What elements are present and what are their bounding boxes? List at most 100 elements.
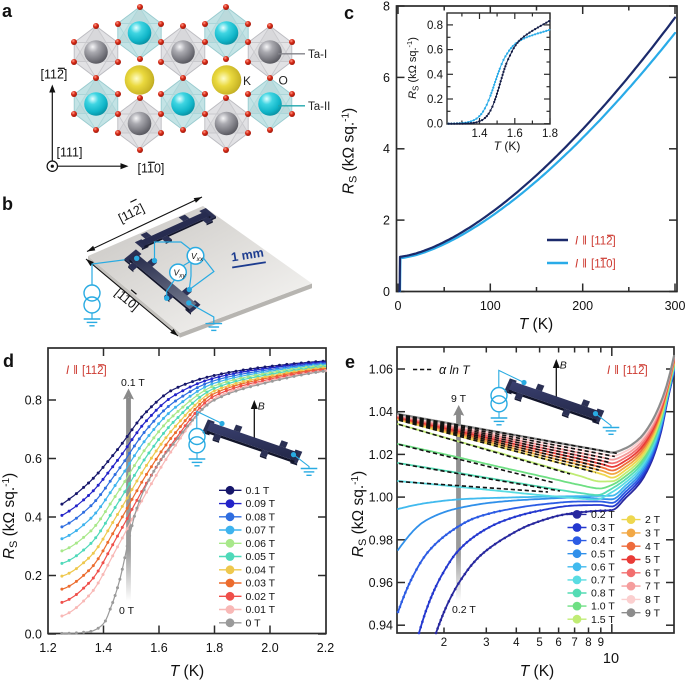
svg-text:0.05 T: 0.05 T [246,551,276,563]
svg-text:0.8: 0.8 [25,394,42,408]
svg-text:1.8: 1.8 [206,641,223,655]
svg-text:9 T: 9 T [451,393,467,405]
svg-text:0.4: 0.4 [25,511,42,525]
svg-text:10: 10 [603,651,619,667]
svg-text:T (K): T (K) [519,316,553,333]
svg-text:0.2 T: 0.2 T [591,509,615,521]
svg-text:0.0: 0.0 [427,119,443,131]
svg-text:0.4 T: 0.4 T [591,535,615,547]
svg-text:1.2: 1.2 [39,641,56,655]
svg-text:T (K): T (K) [520,663,554,680]
svg-text:0.5 T: 0.5 T [591,548,615,560]
svg-text:7 T: 7 T [645,581,661,593]
svg-text:0.04 T: 0.04 T [246,564,276,576]
svg-text:1.6: 1.6 [150,641,167,655]
svg-text:O: O [279,74,288,88]
svg-text:100: 100 [480,299,501,313]
svg-text:d: d [3,351,14,371]
svg-text:RS (kΩ sq.-1): RS (kΩ sq.-1) [1,473,20,559]
svg-text:0.8 T: 0.8 T [591,588,615,600]
svg-text:0.4: 0.4 [427,69,444,81]
svg-text:[111]: [111] [57,146,83,160]
svg-text:9 T: 9 T [645,607,661,619]
svg-text:1.00: 1.00 [369,491,393,505]
svg-text:0.08 T: 0.08 T [246,511,276,523]
svg-text:2 T: 2 T [645,514,661,526]
svg-text:1.8: 1.8 [542,128,558,140]
svg-text:9: 9 [598,637,604,649]
svg-text:K: K [243,74,251,88]
svg-text:I‖[110]: I ‖ [110] [575,259,616,271]
svg-text:0.2: 0.2 [427,94,443,106]
svg-text:b: b [2,194,13,214]
svg-text:I‖[112]: I ‖ [112] [575,236,616,248]
svg-text:0.2 T: 0.2 T [452,604,476,616]
svg-text:4: 4 [383,142,390,156]
svg-text:6: 6 [383,71,390,85]
svg-text:0.96: 0.96 [369,576,393,590]
svg-text:7: 7 [571,637,577,649]
svg-text:0: 0 [395,299,402,313]
svg-text:2: 2 [383,214,390,228]
svg-text:200: 200 [572,299,593,313]
svg-text:B: B [560,360,567,372]
svg-text:1.02: 1.02 [369,448,393,462]
svg-text:1.5 T: 1.5 T [591,614,615,626]
svg-text:[112]: [112] [41,68,68,82]
svg-text:4: 4 [513,637,520,649]
svg-text:0.06 T: 0.06 T [246,538,276,550]
svg-text:a: a [2,1,13,21]
svg-text:T (K): T (K) [494,139,521,153]
svg-text:8 T: 8 T [645,594,661,606]
svg-text:3 T: 3 T [645,528,661,540]
svg-text:300: 300 [665,299,685,313]
svg-text:0.98: 0.98 [369,533,393,547]
svg-text:RS (kΩ sq.-1): RS (kΩ sq.-1) [350,471,369,557]
svg-text:8: 8 [585,637,591,649]
svg-text:I‖[112]: I ‖ [112] [607,365,648,377]
svg-text:1.0 T: 1.0 T [591,601,615,613]
svg-text:0.94: 0.94 [369,619,393,633]
svg-text:[110]: [110] [138,162,165,176]
svg-text:3: 3 [483,637,489,649]
svg-text:0 T: 0 T [119,605,135,617]
svg-text:0.03 T: 0.03 T [246,578,276,590]
svg-text:I‖[112]: I ‖ [112] [66,365,107,377]
svg-text:5: 5 [536,637,542,649]
svg-text:1.4: 1.4 [95,641,112,655]
svg-text:0.6: 0.6 [427,45,443,57]
svg-text:Ta-I: Ta-I [308,49,327,61]
svg-text:0.2: 0.2 [25,569,42,583]
svg-text:c: c [344,3,354,23]
svg-text:0.6 T: 0.6 T [591,561,615,573]
svg-text:2: 2 [441,637,447,649]
svg-text:4 T: 4 T [645,541,661,553]
svg-text:e: e [345,352,355,372]
svg-text:0.1 T: 0.1 T [246,485,270,497]
svg-text:5 T: 5 T [645,554,661,566]
svg-text:1.4: 1.4 [472,128,489,140]
svg-text:0.01 T: 0.01 T [246,604,276,616]
svg-text:6: 6 [555,637,561,649]
svg-text:0.7 T: 0.7 T [591,575,615,587]
svg-text:α ln T: α ln T [439,363,471,377]
svg-text:1.04: 1.04 [369,405,393,419]
svg-text:2.0: 2.0 [261,641,278,655]
svg-text:6 T: 6 T [645,567,661,579]
svg-text:B: B [258,401,265,413]
svg-text:1 mm: 1 mm [230,246,264,265]
svg-text:8: 8 [383,0,390,14]
svg-text:1.06: 1.06 [369,363,393,377]
svg-text:2.2: 2.2 [317,641,334,655]
svg-text:0.3 T: 0.3 T [591,522,615,534]
svg-text:0: 0 [383,285,390,299]
svg-text:0.8: 0.8 [427,20,443,32]
svg-text:RS (kΩ sq.-1): RS (kΩ sq.-1) [341,108,360,194]
svg-text:0 T: 0 T [246,617,262,629]
svg-text:0.0: 0.0 [25,628,42,642]
svg-text:0.02 T: 0.02 T [246,591,276,603]
svg-text:1.6: 1.6 [507,128,523,140]
svg-text:T (K): T (K) [170,663,204,680]
svg-text:0.6: 0.6 [25,452,42,466]
svg-text:0.1 T: 0.1 T [121,377,145,389]
